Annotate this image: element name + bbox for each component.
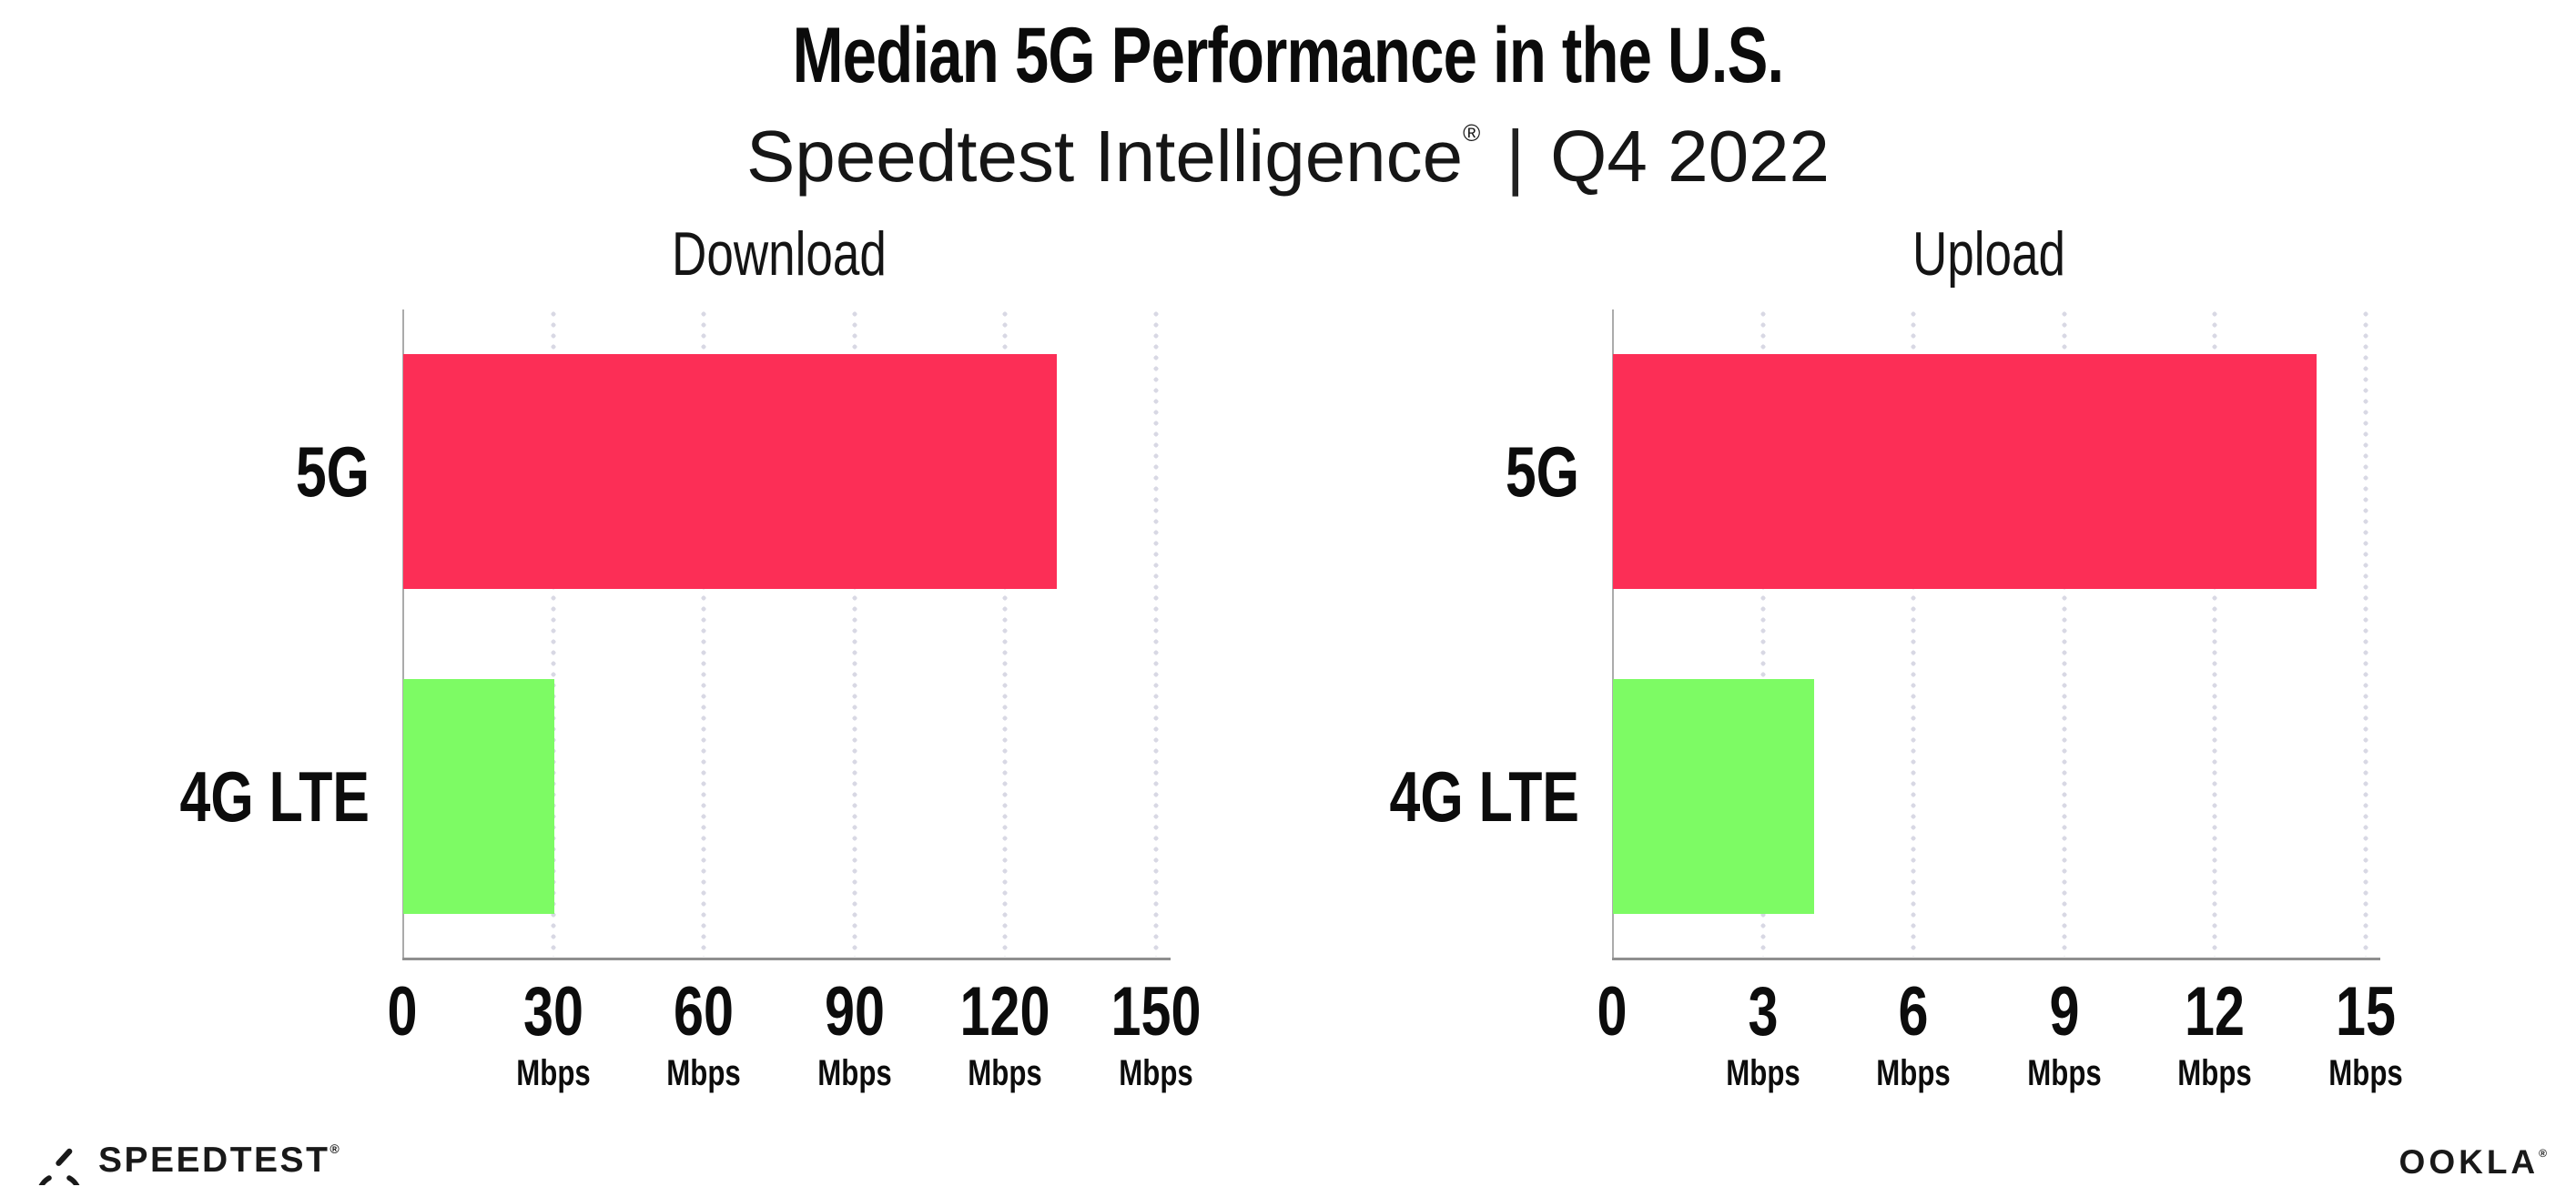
gridline-15 xyxy=(2363,309,2368,957)
bar-5g xyxy=(403,354,1057,590)
x-axis-line xyxy=(1612,958,2380,960)
y-axis-line xyxy=(402,309,404,959)
x-tick-unit: Mbps xyxy=(1725,1052,1800,1093)
category-label-5g: 5G xyxy=(295,431,370,512)
subtitle-separator: | xyxy=(1506,116,1526,197)
x-tick-value: 90 xyxy=(824,973,885,1050)
bar-4g-lte xyxy=(1613,678,1814,914)
x-tick-unit: Mbps xyxy=(2177,1052,2253,1093)
gridline-90 xyxy=(851,309,857,957)
speedtest-label: SPEEDTEST xyxy=(98,1141,330,1180)
category-label-5g: 5G xyxy=(1505,431,1579,512)
speedtest-gauge-icon xyxy=(38,1148,80,1185)
x-tick-6: 6 Mbps xyxy=(1836,973,1991,1094)
gridline-120 xyxy=(1002,309,1009,957)
page-title: Median 5G Performance in the U.S. xyxy=(792,12,1785,99)
x-tick-unit: Mbps xyxy=(515,1052,591,1093)
speedtest-wordmark: SPEEDTEST® xyxy=(98,1141,340,1181)
bar-5g xyxy=(1613,354,2317,590)
gridline-12 xyxy=(2212,309,2218,957)
x-tick-120: 120 Mbps xyxy=(928,973,1082,1094)
x-tick-unit: Mbps xyxy=(2027,1052,2102,1093)
x-tick-30: 30 Mbps xyxy=(476,973,631,1094)
subtitle-period: Q4 2022 xyxy=(1550,116,1831,197)
x-tick-value: 150 xyxy=(1111,973,1202,1050)
category-label-4g-lte: 4G LTE xyxy=(1389,756,1579,837)
x-tick-150: 150 Mbps xyxy=(1079,973,1233,1094)
x-tick-unit: Mbps xyxy=(817,1052,892,1093)
x-tick-value: 9 xyxy=(2049,973,2080,1050)
download-chart-title: Download xyxy=(672,219,887,289)
gridline-6 xyxy=(1911,309,1917,957)
x-tick-90: 90 Mbps xyxy=(777,973,932,1094)
x-tick-value: 0 xyxy=(387,973,418,1050)
page-subtitle: Speedtest Intelligence® | Q4 2022 xyxy=(0,115,2576,198)
ookla-registered-icon: ® xyxy=(2539,1147,2547,1160)
y-axis-line xyxy=(1612,309,1614,959)
x-tick-unit: Mbps xyxy=(666,1052,741,1093)
registered-trademark-icon: ® xyxy=(1463,119,1481,147)
x-tick-unit: Mbps xyxy=(1876,1052,1951,1093)
x-tick-value: 60 xyxy=(674,973,735,1050)
subtitle-brand: Speedtest Intelligence xyxy=(745,116,1464,197)
gridline-30 xyxy=(550,309,556,957)
x-tick-unit: Mbps xyxy=(968,1052,1043,1093)
speedtest-registered-icon: ® xyxy=(330,1141,340,1156)
x-tick-15: 15 Mbps xyxy=(2288,973,2443,1094)
x-tick-0: 0 xyxy=(325,973,480,1050)
bar-4g-lte xyxy=(403,678,554,914)
x-tick-value: 12 xyxy=(2185,973,2246,1050)
download-plot-area xyxy=(402,309,1171,960)
x-tick-60: 60 Mbps xyxy=(626,973,781,1094)
x-tick-value: 6 xyxy=(1898,973,1929,1050)
gridline-3 xyxy=(1760,309,1766,957)
x-tick-value: 30 xyxy=(522,973,583,1050)
x-tick-12: 12 Mbps xyxy=(2137,973,2292,1094)
x-axis-line xyxy=(402,958,1171,960)
category-label-4g-lte: 4G LTE xyxy=(179,756,370,837)
ookla-logo: OOKLA® xyxy=(2399,1143,2547,1182)
x-tick-unit: Mbps xyxy=(1119,1052,1193,1093)
x-tick-3: 3 Mbps xyxy=(1686,973,1841,1094)
x-tick-unit: Mbps xyxy=(2328,1052,2403,1093)
x-tick-0: 0 xyxy=(1535,973,1689,1050)
x-tick-value: 3 xyxy=(1748,973,1779,1050)
gridline-150 xyxy=(1153,309,1159,957)
upload-plot-area xyxy=(1612,309,2380,960)
speedtest-logo: SPEEDTEST® xyxy=(35,1136,340,1185)
x-tick-9: 9 Mbps xyxy=(1987,973,2142,1094)
upload-chart-title: Upload xyxy=(1912,219,2066,289)
ookla-label: OOKLA xyxy=(2399,1143,2540,1181)
x-tick-value: 15 xyxy=(2336,973,2396,1050)
x-tick-value: 120 xyxy=(959,973,1050,1050)
gridline-9 xyxy=(2061,309,2067,957)
x-tick-value: 0 xyxy=(1597,973,1628,1050)
gridline-60 xyxy=(701,309,707,957)
